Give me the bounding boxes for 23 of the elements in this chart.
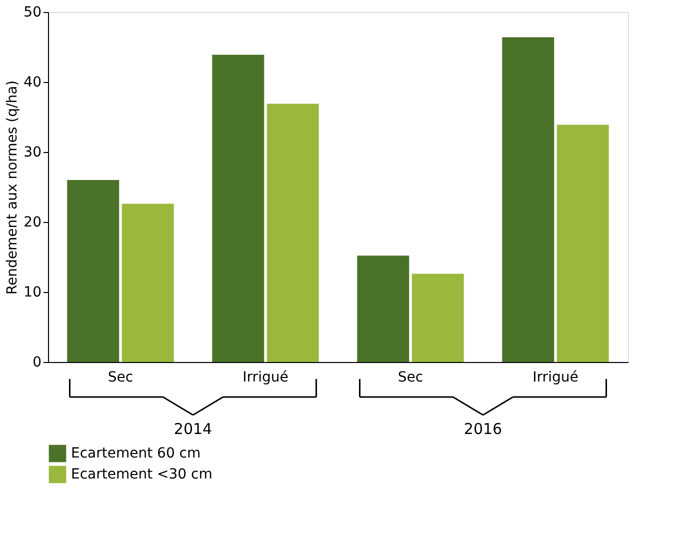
bar bbox=[122, 204, 174, 362]
y-tick-label: 50 bbox=[24, 4, 42, 20]
x-tick-label: Sec bbox=[398, 370, 424, 386]
bar bbox=[266, 104, 319, 362]
x-tick-label: Irrigué bbox=[532, 370, 578, 386]
bar bbox=[502, 37, 554, 362]
y-tick-label: 0 bbox=[32, 354, 42, 370]
bar bbox=[556, 124, 609, 362]
legend-label: Ecartement <30 cm bbox=[71, 466, 212, 482]
bar bbox=[67, 180, 120, 362]
x-tick-label: Sec bbox=[108, 370, 134, 386]
bar bbox=[357, 256, 410, 362]
y-axis-title: Rendement aux normes (q/ha) bbox=[4, 80, 21, 295]
legend-label: Ecartement 60 cm bbox=[71, 446, 201, 462]
y-tick-label: 30 bbox=[24, 144, 42, 160]
y-tick-label: 40 bbox=[24, 74, 42, 90]
text: 2016 bbox=[464, 420, 502, 438]
text: 2014 bbox=[174, 420, 212, 438]
x-tick-label: Irrigué bbox=[242, 370, 288, 386]
y-tick-label: 10 bbox=[24, 284, 42, 300]
bar bbox=[412, 274, 464, 362]
y-tick-label: 20 bbox=[24, 214, 42, 230]
bar bbox=[212, 54, 264, 362]
